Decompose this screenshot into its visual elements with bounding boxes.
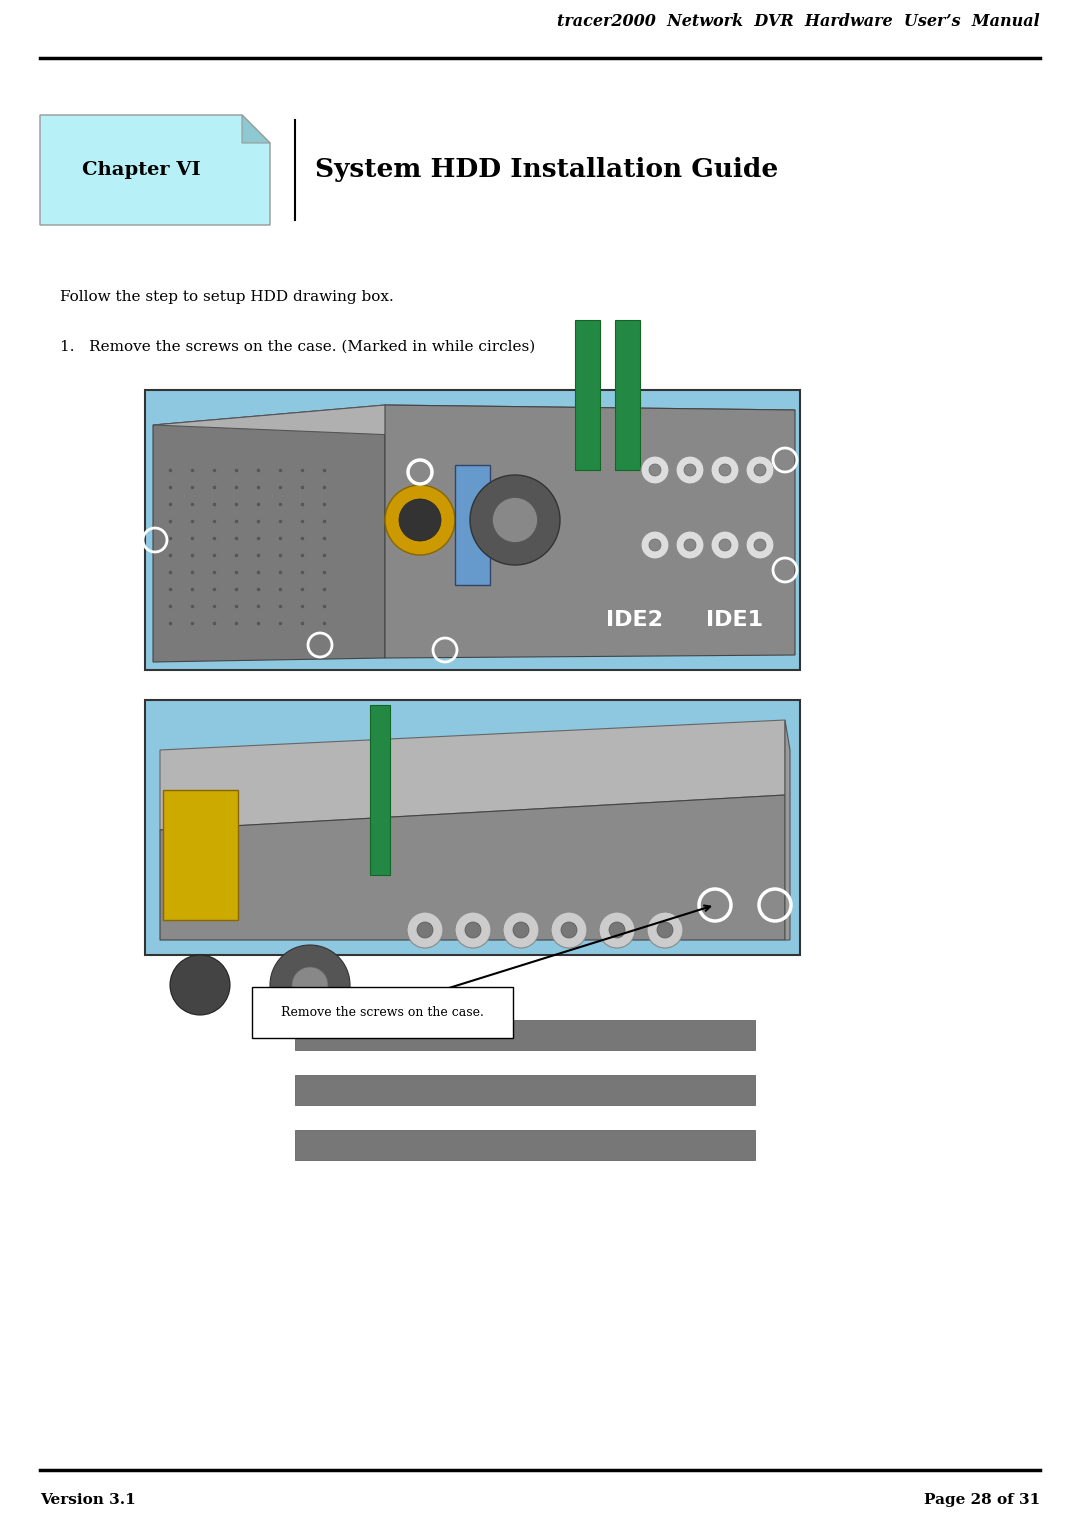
Circle shape bbox=[292, 966, 328, 1003]
Circle shape bbox=[470, 476, 561, 566]
Circle shape bbox=[503, 911, 539, 948]
Circle shape bbox=[719, 463, 731, 476]
Circle shape bbox=[170, 956, 230, 1015]
Text: System HDD Installation Guide: System HDD Installation Guide bbox=[315, 157, 779, 182]
Text: tracer2000  Network  DVR  Hardware  User’s  Manual: tracer2000 Network DVR Hardware User’s M… bbox=[557, 14, 1040, 31]
Circle shape bbox=[399, 498, 441, 541]
Circle shape bbox=[513, 922, 529, 937]
Polygon shape bbox=[153, 405, 795, 445]
Circle shape bbox=[746, 456, 774, 485]
FancyBboxPatch shape bbox=[295, 1075, 755, 1105]
Polygon shape bbox=[40, 115, 270, 225]
Text: Page 28 of 31: Page 28 of 31 bbox=[923, 1492, 1040, 1508]
Circle shape bbox=[746, 531, 774, 560]
Circle shape bbox=[647, 911, 683, 948]
Circle shape bbox=[407, 911, 443, 948]
FancyBboxPatch shape bbox=[145, 390, 800, 670]
Circle shape bbox=[754, 540, 766, 550]
Polygon shape bbox=[153, 405, 384, 662]
Circle shape bbox=[719, 540, 731, 550]
Text: IDE2: IDE2 bbox=[607, 610, 663, 630]
Circle shape bbox=[492, 497, 538, 543]
FancyBboxPatch shape bbox=[575, 320, 600, 469]
Circle shape bbox=[649, 540, 661, 550]
Text: Chapter VI: Chapter VI bbox=[82, 161, 200, 179]
Polygon shape bbox=[160, 795, 785, 940]
Text: 1.   Remove the screws on the case. (Marked in while circles): 1. Remove the screws on the case. (Marke… bbox=[60, 339, 536, 355]
FancyBboxPatch shape bbox=[370, 705, 390, 875]
Circle shape bbox=[754, 463, 766, 476]
Circle shape bbox=[455, 911, 491, 948]
FancyBboxPatch shape bbox=[615, 320, 640, 469]
Circle shape bbox=[609, 922, 625, 937]
Text: IDE1: IDE1 bbox=[706, 610, 764, 630]
FancyBboxPatch shape bbox=[163, 790, 238, 920]
Circle shape bbox=[465, 922, 481, 937]
Circle shape bbox=[270, 945, 350, 1024]
Circle shape bbox=[561, 922, 577, 937]
FancyBboxPatch shape bbox=[145, 700, 800, 956]
Circle shape bbox=[642, 531, 669, 560]
Circle shape bbox=[711, 456, 739, 485]
Text: Follow the step to setup HDD drawing box.: Follow the step to setup HDD drawing box… bbox=[60, 291, 394, 304]
Polygon shape bbox=[785, 720, 789, 940]
Circle shape bbox=[684, 463, 696, 476]
FancyBboxPatch shape bbox=[295, 1020, 755, 1050]
Circle shape bbox=[657, 922, 673, 937]
Circle shape bbox=[599, 911, 635, 948]
Text: Remove the screws on the case.: Remove the screws on the case. bbox=[281, 1006, 484, 1018]
Polygon shape bbox=[160, 720, 785, 830]
Circle shape bbox=[384, 485, 455, 555]
Circle shape bbox=[642, 456, 669, 485]
FancyBboxPatch shape bbox=[252, 988, 513, 1038]
Circle shape bbox=[649, 463, 661, 476]
Circle shape bbox=[684, 540, 696, 550]
Text: Version 3.1: Version 3.1 bbox=[40, 1492, 136, 1508]
FancyBboxPatch shape bbox=[295, 1130, 755, 1161]
Polygon shape bbox=[384, 405, 795, 657]
Circle shape bbox=[417, 922, 433, 937]
Circle shape bbox=[676, 531, 704, 560]
Circle shape bbox=[551, 911, 588, 948]
FancyBboxPatch shape bbox=[455, 465, 490, 586]
Circle shape bbox=[676, 456, 704, 485]
Circle shape bbox=[711, 531, 739, 560]
Polygon shape bbox=[242, 115, 270, 144]
